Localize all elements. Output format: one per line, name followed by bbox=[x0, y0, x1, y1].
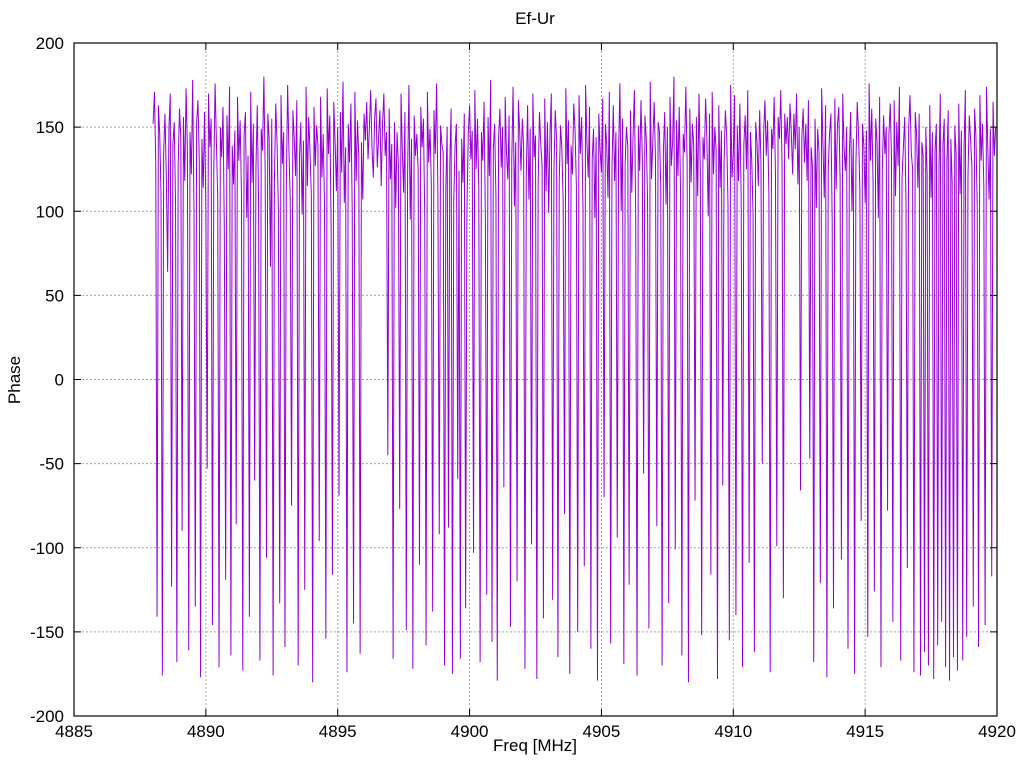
axis-ticks bbox=[73, 42, 998, 717]
y-axis-label: Phase bbox=[5, 356, 24, 404]
x-tick-label: 4910 bbox=[714, 722, 752, 741]
phase-trace bbox=[152, 76, 997, 683]
y-tick-label: -100 bbox=[30, 539, 64, 558]
y-tick-label: -150 bbox=[30, 623, 64, 642]
tick-labels: 4885 4890 4895 4900 4905 4910 4915 4920 -200 -150… bbox=[30, 34, 1016, 741]
y-tick-label: 100 bbox=[36, 202, 64, 221]
y-tick-label: 200 bbox=[36, 34, 64, 53]
x-tick-label: 4885 bbox=[55, 722, 93, 741]
chart-title: Ef-Ur bbox=[515, 9, 555, 28]
y-tick-label: 150 bbox=[36, 118, 64, 137]
x-tick-label: 4920 bbox=[978, 722, 1016, 741]
y-tick-label: -50 bbox=[39, 455, 64, 474]
data-series bbox=[152, 76, 997, 683]
x-tick-label: 4905 bbox=[583, 722, 621, 741]
x-tick-label: 4890 bbox=[187, 722, 225, 741]
x-tick-label: 4895 bbox=[319, 722, 357, 741]
x-tick-label: 4915 bbox=[846, 722, 884, 741]
x-tick-label: 4900 bbox=[451, 722, 489, 741]
y-tick-label: 50 bbox=[45, 286, 64, 305]
y-tick-label: 0 bbox=[55, 371, 64, 390]
y-tick-label: -200 bbox=[30, 707, 64, 726]
x-axis-label: Freq [MHz] bbox=[493, 736, 577, 755]
